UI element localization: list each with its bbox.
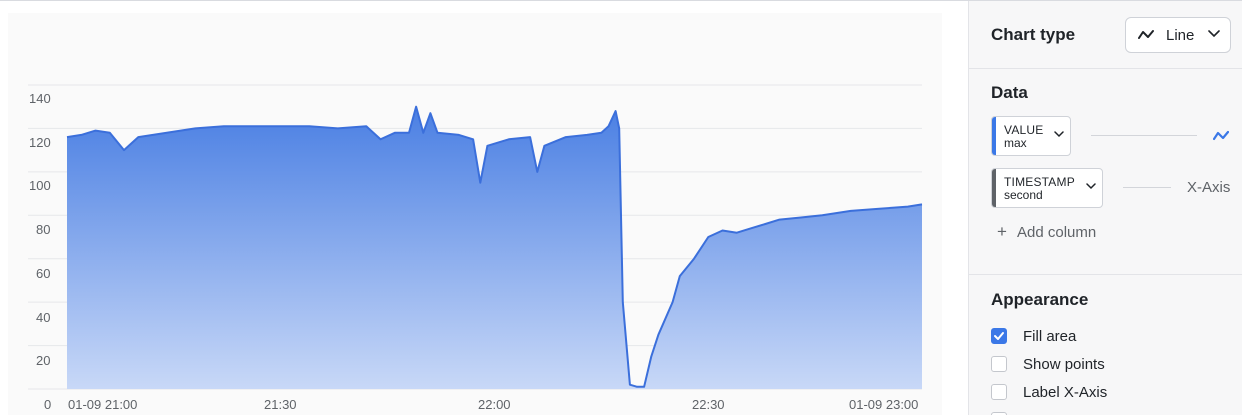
value-column-select[interactable]: VALUE max: [991, 116, 1071, 156]
chart-card: 140 120 100 80 60 40 20 0 01-09 21:00 21…: [8, 13, 942, 415]
column-aggregation: max: [1004, 136, 1027, 150]
y-tick-label: 40: [36, 310, 50, 325]
appearance-section: Appearance Fill area Show points Label X…: [969, 275, 1242, 415]
chart-type-value: Line: [1166, 27, 1195, 44]
y-axis-ticks: 140 120 100 80 60 40 20 0: [29, 91, 51, 412]
axis-color-accent: [992, 169, 996, 207]
connector-line: [1123, 187, 1171, 188]
checkbox[interactable]: [991, 356, 1007, 372]
x-tick-label: 22:00: [478, 397, 511, 412]
column-aggregation: second: [1004, 188, 1043, 202]
show-points-option[interactable]: Show points: [991, 355, 1231, 375]
checkmark-icon: [994, 332, 1004, 340]
series-area-fill: [67, 106, 922, 389]
x-tick-label: 21:30: [264, 397, 297, 412]
appearance-title: Appearance: [991, 290, 1089, 309]
checkbox[interactable]: [991, 412, 1007, 415]
top-divider: [0, 0, 1242, 1]
line-chart-icon: [1138, 30, 1154, 39]
connector-line: [1091, 135, 1197, 136]
plus-icon: +: [997, 222, 1007, 241]
y-tick-label: 100: [29, 178, 51, 193]
series-line: [66, 105, 923, 388]
column-name: TIMESTAMP: [1004, 175, 1075, 189]
chart-type-title: Chart type: [991, 25, 1076, 44]
appearance-option[interactable]: [991, 411, 1231, 415]
line-series-icon[interactable]: [1213, 130, 1229, 142]
x-tick-label: 01-09 21:00: [68, 397, 137, 412]
fill-area-option[interactable]: Fill area: [991, 327, 1231, 347]
checkbox-label: Label X-Axis: [1023, 384, 1108, 401]
label-x-axis-option[interactable]: Label X-Axis: [991, 383, 1231, 403]
y-tick-label: 120: [29, 135, 51, 150]
chart-panel: 140 120 100 80 60 40 20 0 01-09 21:00 21…: [0, 1, 968, 415]
y-tick-label: 80: [36, 222, 50, 237]
data-section: Data VALUE max TIMESTAMP second X-Axis +…: [969, 69, 1242, 275]
y-tick-label: 60: [36, 266, 50, 281]
chevron-down-icon: [1208, 30, 1220, 38]
y-tick-label: 20: [36, 353, 50, 368]
column-name: VALUE: [1004, 123, 1044, 137]
area-chart: 140 120 100 80 60 40 20 0 01-09 21:00 21…: [28, 84, 923, 412]
checkbox[interactable]: [991, 328, 1007, 344]
chevron-down-icon: [1086, 183, 1096, 190]
add-column-label: Add column: [1017, 224, 1097, 241]
x-tick-label: 22:30: [692, 397, 725, 412]
x-axis-role-label[interactable]: X-Axis: [1187, 179, 1231, 196]
data-title: Data: [991, 83, 1028, 102]
checkbox[interactable]: [991, 384, 1007, 400]
timestamp-column-select[interactable]: TIMESTAMP second: [991, 168, 1103, 208]
chart-type-section: Chart type Line: [969, 1, 1242, 69]
chart-settings-sidebar: Chart type Line Data VALUE max TI: [968, 1, 1242, 415]
chevron-down-icon: [1054, 131, 1064, 138]
y-tick-label: 140: [29, 91, 51, 106]
chart-type-dropdown[interactable]: Line: [1125, 17, 1231, 53]
series-color-accent: [992, 117, 996, 155]
y-tick-label: 0: [44, 397, 51, 412]
x-tick-label: 01-09 23:00: [849, 397, 918, 412]
checkbox-label: Show points: [1023, 356, 1105, 373]
checkbox-label: Fill area: [1023, 328, 1077, 345]
x-axis-ticks: 01-09 21:00 21:30 22:00 22:30 01-09 23:0…: [68, 397, 918, 412]
